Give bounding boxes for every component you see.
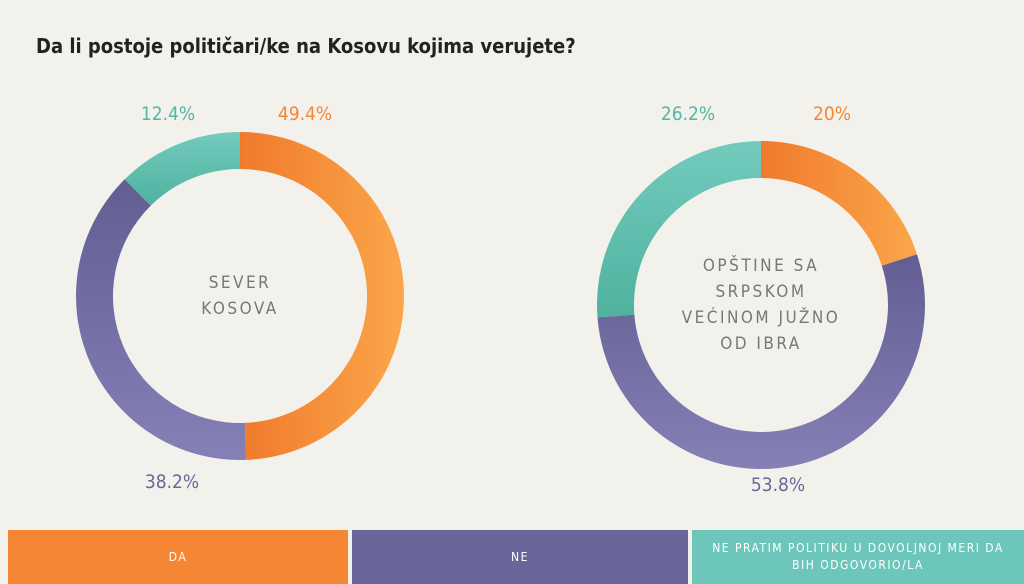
donut-center-label: SEVER KOSOVA bbox=[201, 273, 279, 319]
donut-center-label: OPŠTINE SA SRPSKOM VEĆINOM JUŽNO OD IBRA bbox=[681, 256, 841, 354]
donut-segment bbox=[761, 141, 917, 266]
legend-item: NE bbox=[352, 530, 688, 584]
donut-segment bbox=[597, 254, 925, 470]
donut-segment bbox=[240, 132, 405, 460]
value-label: 20% bbox=[813, 103, 851, 125]
chart-title: Da li postoje političari/ke na Kosovu ko… bbox=[36, 34, 576, 58]
value-label: 12.4% bbox=[141, 103, 195, 125]
value-label: 53.8% bbox=[751, 474, 805, 496]
value-label: 49.4% bbox=[278, 103, 332, 125]
legend-item: NE PRATIM POLITIKU U DOVOLJNOJ MERI DA B… bbox=[692, 530, 1024, 584]
value-label: 38.2% bbox=[145, 471, 199, 493]
donut-segment bbox=[124, 132, 240, 206]
donut-segment bbox=[597, 141, 761, 318]
value-label: 26.2% bbox=[661, 103, 715, 125]
legend: DA NE NE PRATIM POLITIKU U DOVOLJNOJ MERI … bbox=[8, 530, 1024, 584]
donut-segment bbox=[76, 179, 247, 461]
legend-item: DA bbox=[8, 530, 348, 584]
